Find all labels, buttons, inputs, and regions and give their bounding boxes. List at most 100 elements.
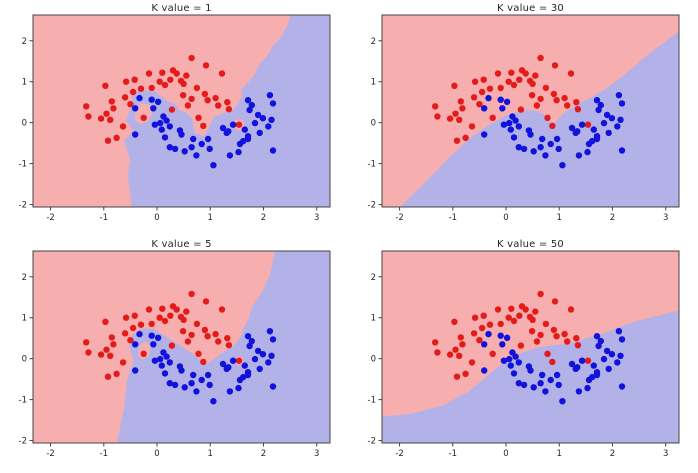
scatter-point-class-blue [241,126,248,133]
scatter-point-class-red [140,350,147,357]
x-tick-label: 3 [314,213,319,223]
scatter-point-class-red [567,306,575,313]
scatter-point-class-blue [226,388,234,395]
scatter-point-class-blue [614,123,621,130]
scatter-point-class-blue [499,341,506,348]
class-red-points [432,54,592,144]
scatter-point-class-red [517,106,525,113]
scatter-point-class-red [113,134,120,141]
scatter-point-class-red [131,76,138,83]
scatter-point-class-blue [608,115,616,122]
x-tick-label: 1 [557,213,562,223]
scatter-point-class-blue [618,100,626,107]
scatter-point-class-red [452,110,459,117]
scatter-point-class-red [183,308,190,315]
scatter-point-class-red [167,312,174,319]
x-tick-label: 2 [261,213,266,223]
scatter-point-class-red [161,81,169,89]
y-tick-label: 0 [22,355,27,365]
decision-region-blue [400,31,679,207]
scatter-point-class-red [129,88,137,96]
scatter-point-class-red [516,312,523,319]
scatter-point-class-blue [235,384,242,392]
scatter-point-class-blue [150,105,157,112]
plot-canvas-k-30: -2 -1 0 1 2 3 -2 -1 0 1 2 [368,14,680,223]
scatter-point-class-red [218,70,226,77]
scatter-point-class-red [551,62,559,69]
x-tick-label: -1 [449,213,457,223]
subplot-title-k-5: K value = 5 [151,239,212,250]
y-tick-label: 1 [371,314,376,324]
class-blue-points [481,328,626,405]
scatter-point-class-blue [510,134,518,141]
scatter-point-class-blue [206,381,213,389]
y-tick-label: 0 [371,119,376,129]
class-red-points [83,290,243,380]
scatter-point-class-red [183,72,190,79]
scatter-point-class-blue [568,360,576,368]
scatter-point-class-red [584,357,592,364]
scatter-point-class-red [505,78,512,85]
scatter-point-class-red [188,331,195,339]
x-tick-label: 2 [261,449,266,459]
scatter-point-class-red [574,106,582,113]
scatter-point-class-red [127,337,134,344]
scatter-point-class-red [119,359,127,366]
scatter-point-class-blue [515,380,522,387]
scatter-point-class-red [202,62,210,69]
scatter-point-class-blue [507,362,514,369]
scatter-point-class-red [108,334,116,341]
scatter-point-class-red [544,114,551,122]
scatter-point-class-red [104,137,112,144]
scatter-point-class-blue [204,135,212,143]
scatter-point-class-blue [481,105,488,112]
scatter-point-class-blue [553,135,561,143]
scatter-point-class-blue [584,384,591,392]
scatter-point-class-red [537,290,544,298]
scatter-point-class-blue [559,162,566,169]
y-tick-label: 1 [22,78,27,88]
scatter-point-class-blue [163,353,170,360]
scatter-point-class-red [457,334,464,341]
scatter-point-class-red [107,352,114,359]
scatter-point-class-red [573,99,580,106]
scatter-point-class-blue [584,148,591,156]
scatter-point-class-blue [148,332,155,339]
class-blue-points [481,92,626,169]
x-tick-label: 3 [663,449,668,459]
x-tick-label: 1 [208,449,213,459]
scatter-point-class-blue [481,341,488,348]
subplot-k-30: K value = 30 -2 -1 0 1 2 3 -2 -1 0 1 2 [349,0,698,236]
scatter-point-class-blue [193,152,200,159]
scatter-point-class-blue [181,148,188,155]
decision-regions [400,31,679,207]
scatter-point-class-red [456,352,463,359]
class-red-points [83,54,243,144]
scatter-point-class-red [85,349,92,356]
scatter-point-class-blue [547,140,554,148]
scatter-point-class-blue [614,359,621,366]
scatter-point-class-blue [597,101,604,109]
scatter-point-class-blue [515,359,522,366]
scatter-point-class-red [195,114,202,122]
scatter-point-class-red [168,106,176,113]
scatter-point-class-blue [256,365,263,373]
scatter-point-class-red [102,318,109,325]
scatter-point-class-blue [485,94,492,102]
scatter-point-class-blue [515,144,522,151]
scatter-point-class-blue [597,337,604,345]
scatter-point-class-blue [539,135,546,143]
subplot-title-k-30: K value = 30 [497,3,564,14]
scatter-point-class-red [497,320,504,328]
scatter-point-class-red [573,335,580,342]
scatter-point-class-red [184,338,192,345]
scatter-point-class-red [179,328,187,335]
scatter-point-class-blue [520,145,528,153]
scatter-point-class-red [462,370,469,377]
scatter-point-class-blue [555,145,562,153]
scatter-point-class-blue [206,145,213,153]
scatter-point-class-blue [578,121,586,128]
scatter-point-class-red [564,102,571,109]
scatter-point-class-blue [530,384,537,391]
scatter-point-class-blue [600,355,608,363]
